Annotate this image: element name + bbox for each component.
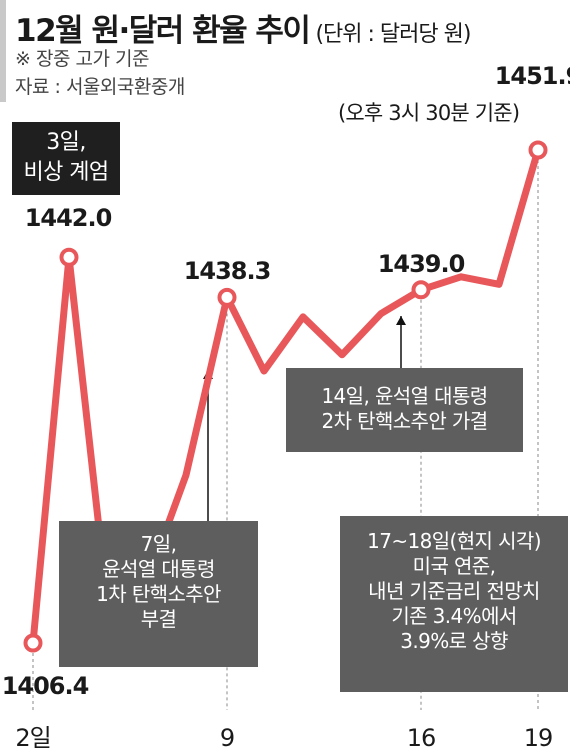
value-label: 1406.4 [2,672,89,700]
arrow-head-icon [396,316,406,325]
annotation-line: 17~18일(현지 시각) [367,529,541,553]
data-point-marker [217,287,237,307]
annotation-martial-law: 3일, 비상 계엄 [12,122,120,195]
annotation-line: 14일, 윤석열 대통령 [321,384,488,408]
annotation-line: 윤석열 대통령 [102,557,215,581]
basis-note: ※ 장중 고가 기준 [15,48,149,70]
annotation-line: 1차 탄핵소추안 [96,582,221,606]
annotation-impeach-1: 7일, 윤석열 대통령 1차 탄핵소추안 부결 [59,521,258,667]
unit-label: (단위 : 달러당 원) [315,22,471,47]
data-point-marker [59,247,79,267]
source-note: 자료 : 서울외국환중개 [15,76,185,98]
annotation-line: 내년 기준금리 전망치 [368,579,540,603]
value-label: 1438.3 [184,257,271,285]
x-tick-label: 9 [220,724,234,752]
annotation-line: 기존 3.4%에서 [391,604,517,628]
x-tick-label: 16 [407,724,436,752]
annotation-line: 비상 계엄 [23,160,110,185]
annotation-line: 7일, [140,532,177,556]
annotation-fomc: 17~18일(현지 시각) 미국 연준, 내년 기준금리 전망치 기존 3.4%… [340,516,568,692]
value-label: 1439.0 [378,250,465,278]
data-point-marker [411,280,431,300]
annotation-line: 3일, [46,130,86,155]
chart-title-block: 12월 원·달러 환율 추이 (단위 : 달러당 원) [15,5,471,50]
data-point-marker [23,633,43,653]
title-accent-bar [0,0,6,102]
data-point-marker [528,140,548,160]
annotation-line: 미국 연준, [412,554,496,578]
chart-title: 12월 원·달러 환율 추이 [15,13,311,49]
annotation-line: 부결 [140,607,177,631]
x-tick-label: 19 [524,724,553,752]
x-tick-label: 2일 [15,724,50,752]
annotation-impeach-2: 14일, 윤석열 대통령 2차 탄핵소추안 가결 [286,368,523,452]
last-value-condition: (오후 3시 30분 기준) [338,101,520,125]
value-label: 1451.9 [495,62,570,90]
value-label: 1442.0 [25,204,112,232]
annotation-line: 3.9%로 상향 [400,629,508,653]
annotation-line: 2차 탄핵소추안 가결 [321,409,488,433]
